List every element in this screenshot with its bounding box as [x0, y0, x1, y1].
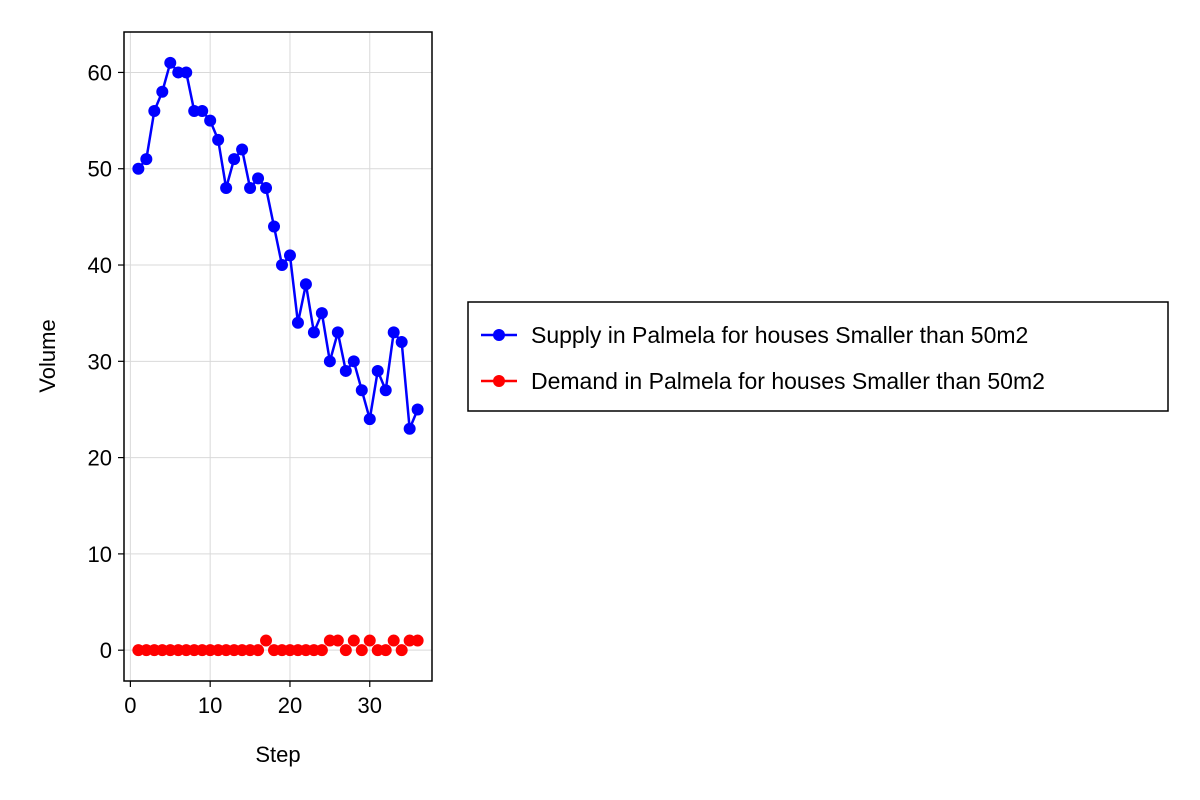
grid [124, 32, 432, 681]
y-tick-label: 40 [88, 253, 112, 278]
data-point-supply [283, 249, 296, 262]
data-point-supply [299, 278, 312, 291]
data-point-supply [260, 181, 273, 194]
data-point-demand [260, 634, 273, 647]
ticks: 0 10 20 30 0 10 20 30 40 50 60 [88, 60, 382, 718]
data-point-demand [315, 644, 328, 657]
y-tick-label: 10 [88, 542, 112, 567]
data-point-supply [411, 403, 424, 416]
data-point-supply [379, 384, 392, 397]
data-point-supply [164, 56, 177, 69]
data-point-supply [307, 326, 320, 339]
data-point-supply [363, 413, 376, 426]
data-point-supply [291, 316, 304, 329]
y-axis-label: Volume [35, 319, 60, 392]
data-point-supply [347, 355, 360, 368]
data-point-supply [148, 104, 161, 117]
y-tick-label: 20 [88, 446, 112, 471]
series-layer [132, 56, 424, 657]
data-point-supply [228, 153, 241, 166]
data-point-demand [395, 644, 408, 657]
data-point-demand [347, 634, 360, 647]
data-point-demand [387, 634, 400, 647]
legend-swatch-marker-supply [493, 329, 505, 341]
data-point-supply [323, 355, 336, 368]
data-point-supply [236, 143, 249, 156]
data-point-supply [140, 153, 153, 166]
legend-label-supply: Supply in Palmela for houses Smaller tha… [531, 322, 1028, 348]
legend-label-demand: Demand in Palmela for houses Smaller tha… [531, 368, 1045, 394]
data-point-demand [363, 634, 376, 647]
data-point-demand [252, 644, 265, 657]
data-point-supply [331, 326, 344, 339]
data-point-demand [331, 634, 344, 647]
legend-swatch-marker-demand [493, 375, 505, 387]
y-tick-label: 60 [88, 60, 112, 85]
x-tick-label: 0 [124, 693, 136, 718]
legend-box [467, 301, 1169, 412]
data-point-supply [387, 326, 400, 339]
data-point-demand [379, 644, 392, 657]
data-point-supply [355, 384, 368, 397]
data-point-supply [275, 259, 288, 272]
data-point-supply [268, 220, 281, 233]
data-point-supply [156, 85, 169, 98]
data-point-supply [180, 66, 193, 79]
x-tick-label: 20 [278, 693, 302, 718]
data-point-supply [395, 336, 408, 349]
data-point-supply [132, 162, 145, 175]
data-point-supply [339, 364, 352, 377]
legend: Supply in Palmela for houses Smaller tha… [467, 301, 1169, 412]
x-tick-label: 30 [358, 693, 382, 718]
data-point-supply [220, 181, 233, 194]
data-point-demand [339, 644, 352, 657]
y-tick-label: 30 [88, 349, 112, 374]
plot-frame [123, 31, 433, 682]
data-point-demand [355, 644, 368, 657]
data-point-demand [411, 634, 424, 647]
x-axis-label: Step [255, 742, 300, 767]
data-point-supply [371, 364, 384, 377]
data-point-supply [252, 172, 265, 185]
x-tick-label: 10 [198, 693, 222, 718]
y-tick-label: 50 [88, 157, 112, 182]
data-point-supply [403, 422, 416, 435]
data-point-supply [244, 181, 257, 194]
y-tick-label: 0 [100, 638, 112, 663]
data-point-supply [212, 133, 225, 146]
data-point-supply [196, 104, 209, 117]
data-point-supply [204, 114, 217, 127]
data-point-supply [315, 307, 328, 320]
